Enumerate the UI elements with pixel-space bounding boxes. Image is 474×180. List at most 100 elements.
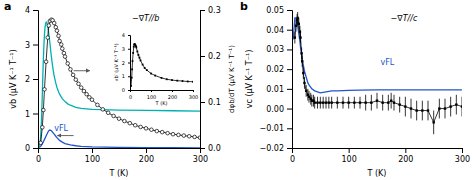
point: [176, 80, 178, 82]
point: [106, 111, 110, 115]
tick-label: 100: [85, 155, 100, 164]
tick-label: 0.03: [266, 45, 284, 54]
point: [101, 108, 105, 112]
axis-line: [131, 91, 194, 93]
axis: 01234: [25, 6, 39, 153]
point: [82, 89, 86, 93]
series: [39, 22, 200, 147]
tick-label: 100: [342, 155, 357, 164]
point: [61, 47, 65, 51]
point: [47, 24, 51, 28]
point: [300, 52, 302, 54]
error-bar: [306, 85, 307, 97]
tick-label: 300: [189, 94, 199, 100]
panel-a: 0100200300012340.00.10.20.3T (K)vb (μV K…: [4, 0, 236, 178]
point: [150, 128, 154, 132]
point: [96, 103, 100, 107]
point: [59, 43, 63, 47]
tick: 0.1: [200, 98, 221, 107]
error-bar: [428, 101, 429, 121]
point: [144, 67, 146, 69]
point: [139, 125, 143, 129]
point: [139, 57, 141, 59]
point: [381, 101, 383, 103]
point: [154, 75, 156, 77]
point: [123, 119, 127, 123]
point: [330, 101, 332, 103]
series: [130, 43, 193, 87]
error-bar: [391, 93, 392, 109]
error-bar: [439, 99, 440, 119]
error-bar: [377, 93, 378, 109]
tick-label: 0: [290, 155, 295, 164]
point: [62, 51, 66, 55]
point: [54, 25, 58, 29]
tick: −0.02: [259, 144, 292, 153]
tick-mark: [146, 148, 147, 153]
tick-label: 300: [455, 155, 470, 164]
tick-label: 1: [122, 73, 125, 79]
tick: 0.02: [266, 65, 292, 74]
tick-mark: [462, 148, 463, 153]
tick: 0.3: [200, 6, 221, 15]
tick-label: 0.05: [266, 6, 284, 15]
tick: 0: [290, 148, 295, 164]
tick: 0.04: [266, 26, 292, 35]
tick: 3: [25, 41, 38, 50]
point: [171, 132, 175, 136]
tick-mark: [128, 35, 130, 36]
point: [43, 88, 47, 92]
point: [193, 135, 197, 139]
point: [301, 60, 303, 62]
tick: 100: [342, 148, 357, 164]
tick-mark: [287, 49, 292, 50]
annotation: vFL: [54, 124, 68, 133]
y-axis-title: vb′ (μV K⁻¹ T⁻¹): [113, 43, 120, 81]
error-bar: [326, 97, 327, 109]
point: [58, 39, 62, 43]
error-bar: [416, 101, 417, 121]
arrow: [57, 135, 73, 136]
point: [117, 117, 121, 121]
point: [161, 77, 163, 79]
point: [187, 134, 191, 138]
point: [112, 114, 116, 118]
point: [198, 136, 200, 140]
point: [166, 78, 168, 80]
error-bar: [317, 97, 318, 109]
point: [376, 99, 378, 101]
axis: 0.0 0.1 0.2 0.3: [200, 6, 221, 153]
point: [319, 101, 321, 103]
point: [298, 23, 300, 25]
point: [299, 30, 301, 32]
series: [39, 18, 200, 145]
y-axis-title: vc (μV K⁻¹ T⁻¹): [245, 50, 254, 109]
tick: 0.00: [266, 105, 292, 114]
axis-line: [201, 11, 206, 149]
point: [171, 79, 173, 81]
error-bar: [307, 89, 308, 101]
y-axis-title: vb (μV K⁻¹ T⁻¹): [9, 49, 18, 108]
tick: −0.01: [259, 124, 292, 133]
axis-line: [128, 36, 131, 91]
point: [155, 129, 159, 133]
tick: 2: [25, 75, 38, 84]
axis: 0100200300: [36, 148, 208, 164]
error-bar: [348, 97, 349, 109]
point: [328, 101, 330, 103]
point: [187, 81, 189, 83]
point: [128, 121, 132, 125]
point: [182, 134, 186, 138]
tick-label: 0.0: [208, 144, 221, 153]
error-bar: [445, 99, 446, 119]
tick-label: 4: [122, 32, 125, 38]
point: [410, 107, 412, 109]
tick-mark: [92, 148, 93, 153]
x-axis-title: T (K): [367, 169, 387, 178]
point: [370, 101, 372, 103]
tick: 4: [122, 32, 130, 38]
tick: 0.2: [200, 52, 221, 61]
error-bar: [405, 97, 406, 117]
inset-background: [110, 30, 199, 108]
point: [390, 99, 392, 101]
